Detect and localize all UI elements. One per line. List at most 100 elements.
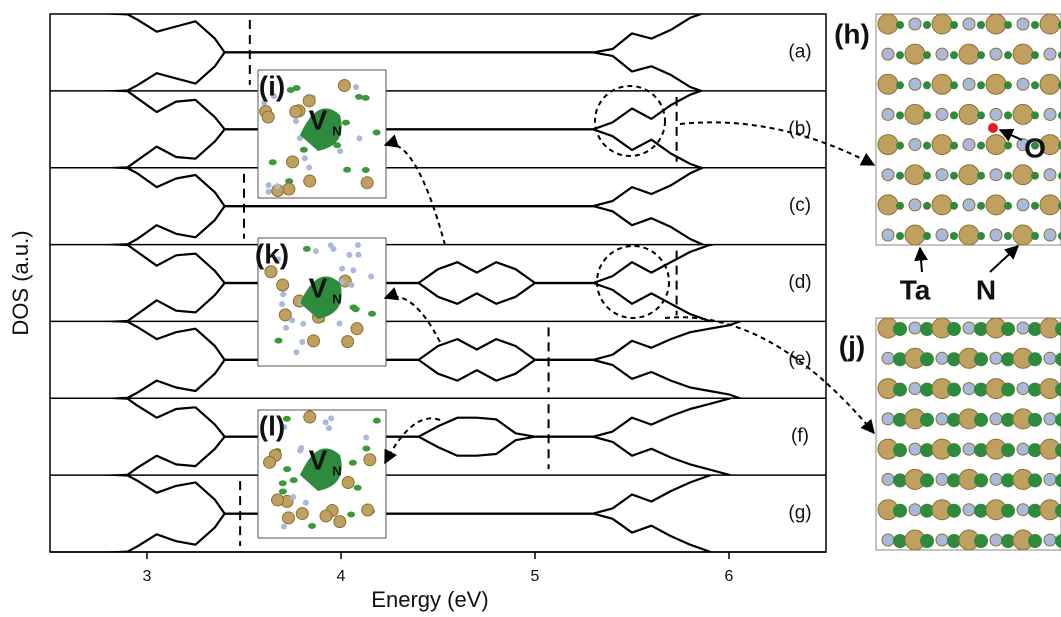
ta-atom: [986, 14, 1006, 34]
inset-label: (i): [259, 70, 285, 101]
density: [923, 21, 931, 29]
ta-atom: [262, 111, 274, 123]
ta-atom: [338, 79, 350, 91]
structure-label: (j): [839, 330, 865, 361]
density: [896, 81, 904, 89]
density: [974, 534, 988, 548]
ta-atom: [986, 74, 1006, 94]
density: [896, 51, 904, 59]
density: [355, 94, 363, 100]
density: [893, 322, 907, 336]
n-atom: [963, 383, 975, 395]
dos-up: [50, 311, 826, 360]
density: [293, 85, 301, 91]
highlight-circle: [597, 246, 669, 318]
ta-atom: [342, 336, 354, 348]
dos-down: [50, 437, 826, 485]
n-atom: [936, 229, 948, 241]
n-atom: [936, 413, 948, 425]
density: [896, 142, 904, 150]
density: [1004, 81, 1012, 89]
density: [896, 202, 904, 210]
density: [923, 172, 931, 180]
n-atom: [368, 273, 374, 279]
figure: Energy (eV) DOS (a.u.) 3456(a)(b)(c)(d)(…: [0, 0, 1061, 617]
ta-atom: [959, 44, 979, 64]
density: [947, 322, 961, 336]
n-atom: [882, 473, 894, 485]
ta-atom: [905, 225, 925, 245]
ta-atom: [932, 14, 952, 34]
ta-atom: [959, 225, 979, 245]
density: [896, 111, 904, 119]
ta-atom: [905, 104, 925, 124]
density: [279, 488, 287, 494]
density: [977, 111, 985, 119]
density: [893, 504, 907, 518]
n-atom: [882, 169, 894, 181]
arrow: [385, 418, 440, 463]
n-atom: [1017, 443, 1029, 455]
n-atom: [1044, 108, 1056, 120]
ta-atom: [304, 175, 316, 187]
n-atom: [293, 349, 299, 355]
ta-atom: [290, 106, 302, 118]
density: [896, 232, 904, 240]
density: [283, 466, 291, 472]
ta-atom: [362, 504, 374, 516]
n-atom: [1017, 78, 1029, 90]
n-atom: [339, 266, 345, 272]
n-atom: [963, 322, 975, 334]
n-atom: [348, 282, 354, 288]
density: [354, 485, 362, 491]
ta-atom: [959, 104, 979, 124]
n-atom: [990, 352, 1002, 364]
density: [1004, 232, 1012, 240]
n-atom: [279, 301, 285, 307]
ta-atom: [905, 44, 925, 64]
n-atom: [283, 325, 289, 331]
ta-atom: [296, 508, 308, 520]
density: [1028, 352, 1042, 366]
density: [1031, 232, 1039, 240]
density: [977, 172, 985, 180]
density: [373, 418, 381, 424]
density: [342, 120, 350, 126]
n-atom: [281, 524, 287, 530]
density: [362, 445, 370, 451]
n-atom: [963, 504, 975, 516]
n-atom: [326, 425, 332, 431]
n-atom: [290, 494, 296, 500]
vacancy-subscript: N: [332, 123, 341, 138]
density: [977, 142, 985, 150]
n-atom: [1017, 383, 1029, 395]
density: [893, 443, 907, 457]
x-tick-label: 4: [337, 568, 346, 585]
n-atom: [302, 155, 308, 161]
ta-atom: [878, 14, 898, 34]
density: [1028, 534, 1042, 548]
density: [893, 383, 907, 397]
ta-atom: [264, 456, 276, 468]
n-atom: [990, 108, 1002, 120]
ta-atom: [878, 74, 898, 94]
ta-atom: [959, 165, 979, 185]
ta-atom: [1040, 14, 1060, 34]
n-atom: [346, 252, 352, 258]
density: [373, 130, 381, 136]
n-atom: [266, 189, 272, 195]
x-axis-title: Energy (eV): [371, 587, 488, 612]
dos-down: [50, 360, 826, 408]
density: [362, 167, 370, 173]
atom-label: O: [1024, 132, 1046, 163]
density: [1031, 21, 1039, 29]
density: [352, 306, 360, 312]
n-atom: [909, 139, 921, 151]
density: [1004, 202, 1012, 210]
n-atom: [882, 108, 894, 120]
density: [1031, 172, 1039, 180]
n-atom: [328, 415, 334, 421]
legend-label: (a): [788, 41, 811, 62]
dos-up: [50, 154, 826, 206]
ta-atom: [304, 411, 316, 423]
